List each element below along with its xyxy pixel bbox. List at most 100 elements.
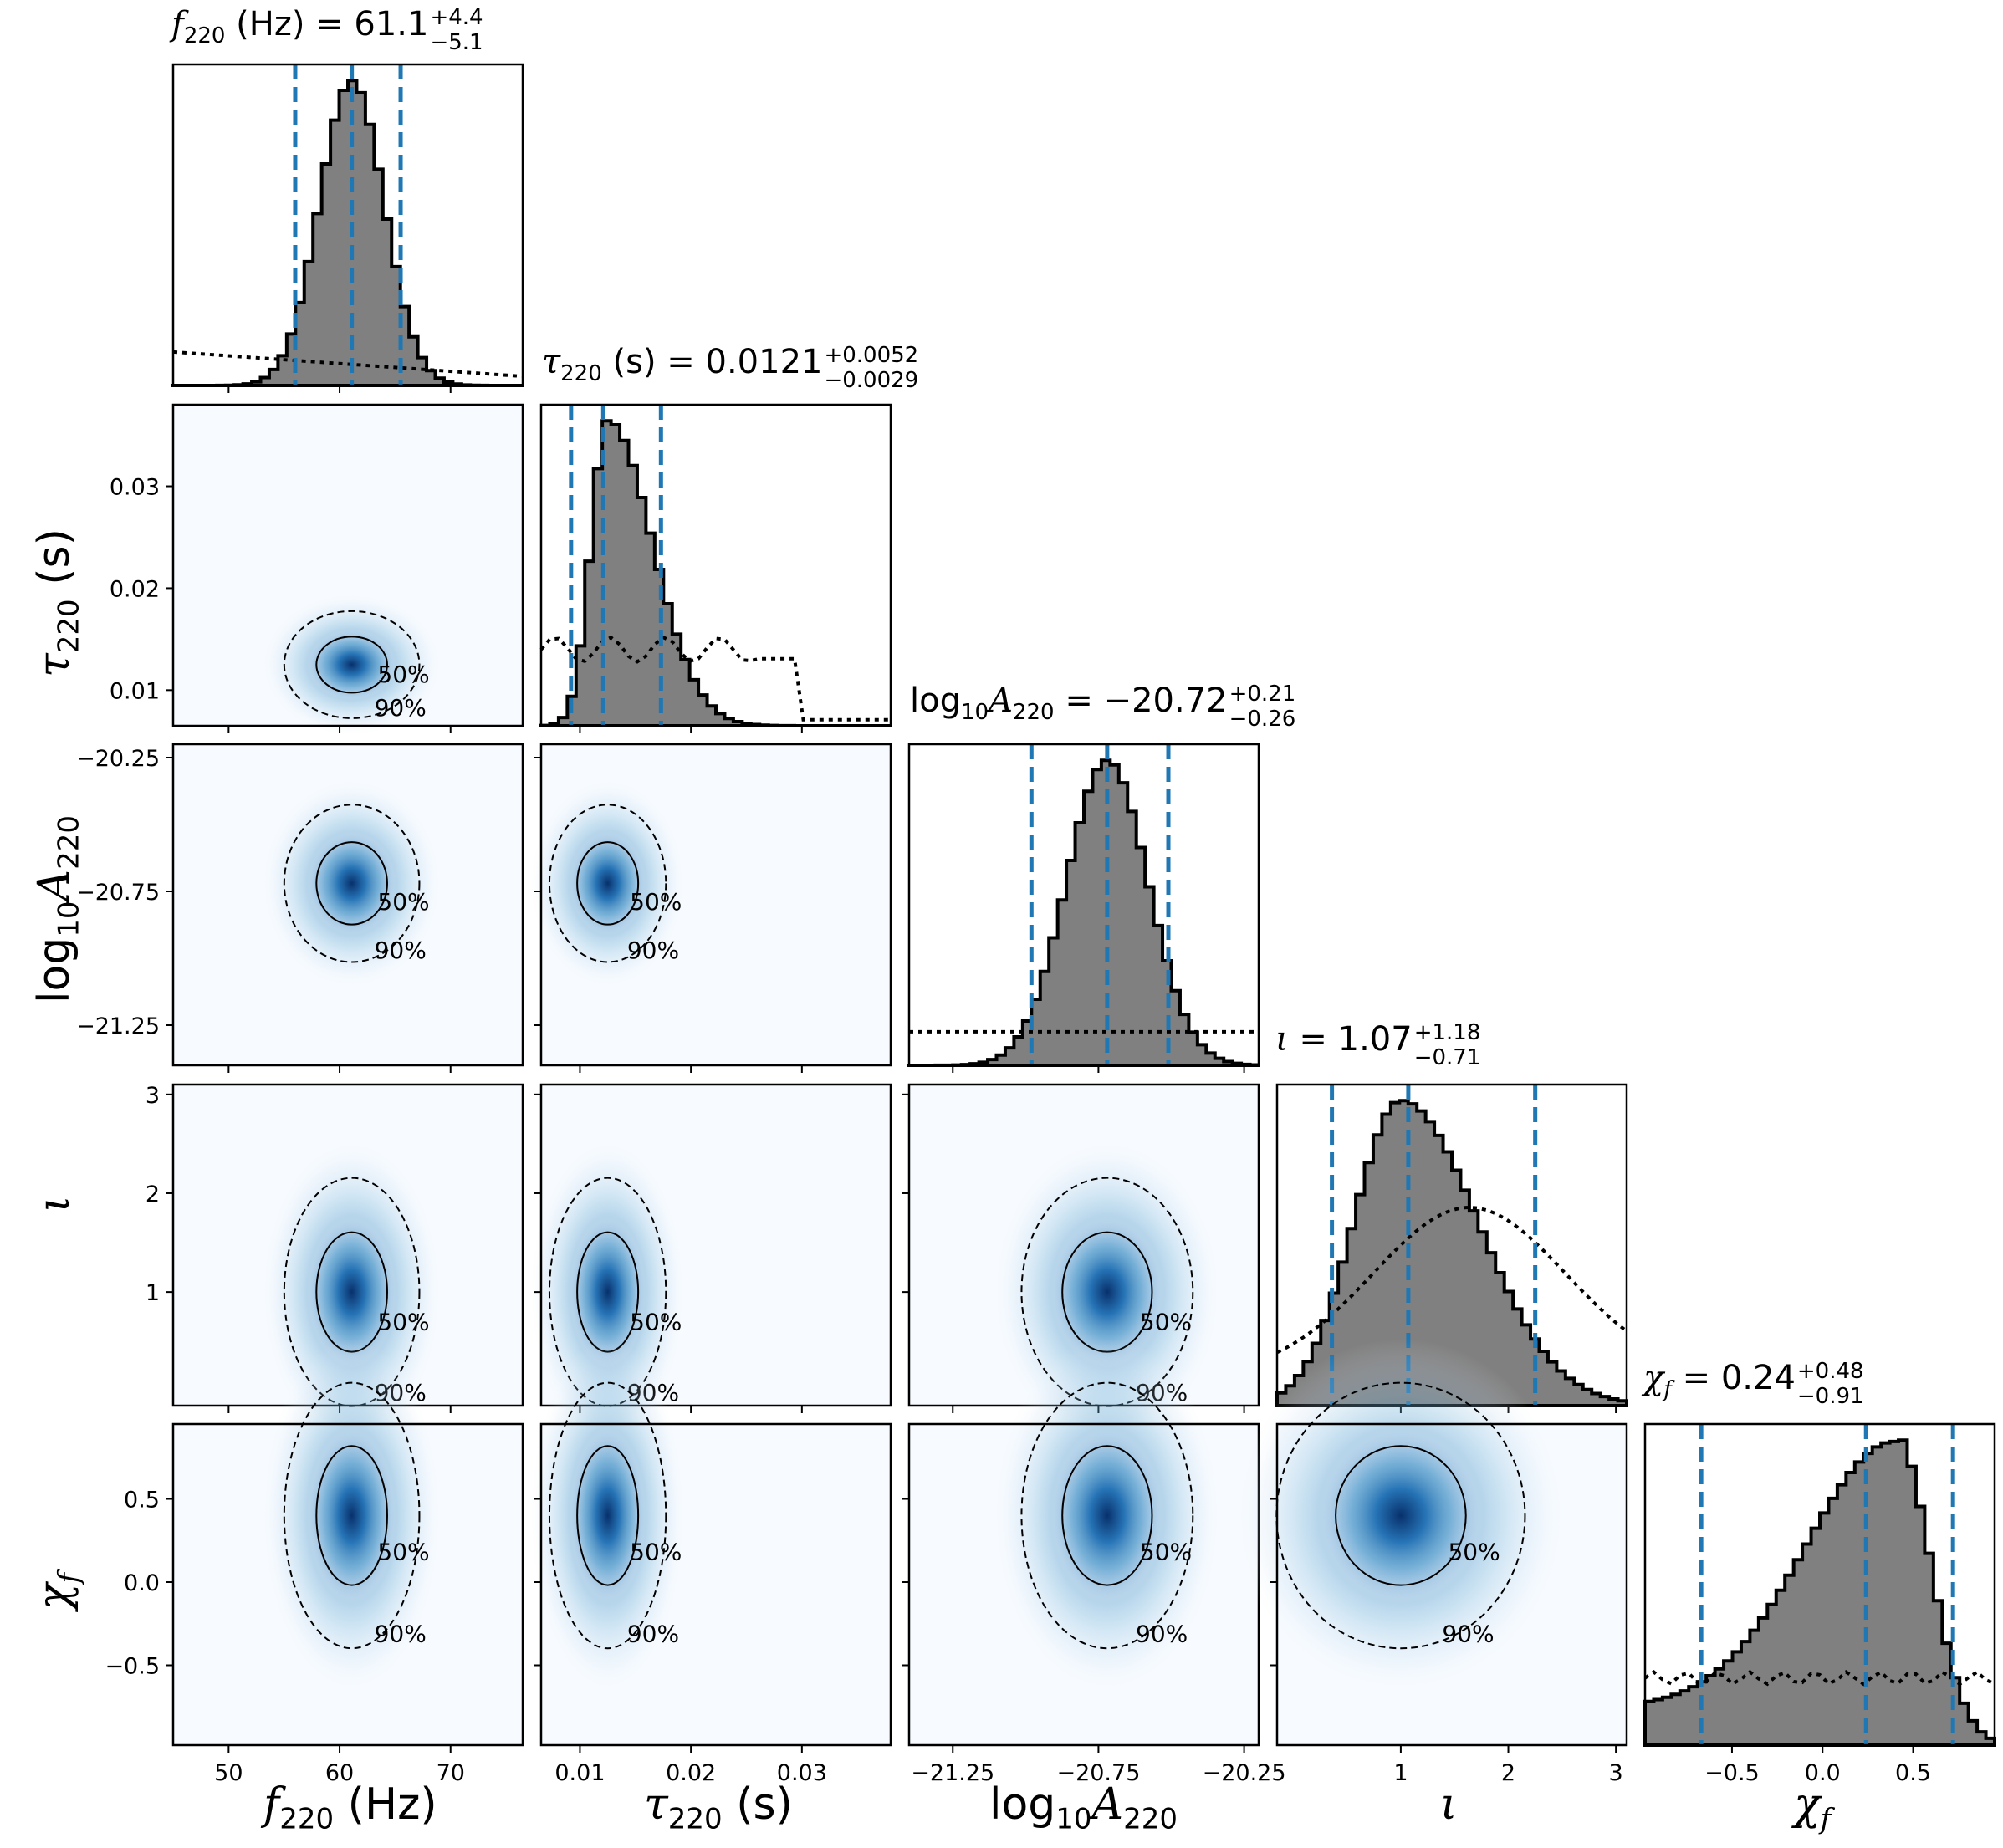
- panel-frame: [171, 63, 524, 387]
- density-core: [306, 830, 397, 937]
- x-tick-label: 70: [437, 1760, 465, 1786]
- x-tick-label: 3: [1609, 1760, 1623, 1786]
- x-tick-label: 50: [214, 1760, 243, 1786]
- y-tick-label: 3: [146, 1083, 160, 1109]
- contour-label-90: 90%: [375, 694, 427, 722]
- contour-label-90: 90%: [627, 937, 679, 964]
- x-tick-label: 60: [325, 1760, 354, 1786]
- contour-50: [315, 1445, 388, 1586]
- contour-label-50: 50%: [630, 1309, 682, 1336]
- contour-label-50: 50%: [377, 888, 429, 916]
- density-core: [1050, 1216, 1165, 1369]
- contour-label-50: 50%: [377, 1309, 429, 1336]
- x-tick-label: 0.01: [554, 1760, 605, 1786]
- y-tick-label: 0.02: [110, 576, 160, 602]
- x-tick-label: 2: [1501, 1760, 1515, 1786]
- title-f220: f220 (Hz) = 61.1 +4.4 −5.1: [171, 4, 483, 55]
- y-tick-label: −21.25: [76, 1013, 160, 1039]
- xlabel-f220: f220 (Hz): [263, 1779, 437, 1836]
- prior-line: [539, 636, 891, 722]
- xlabel-chif: χf: [1794, 1779, 1832, 1836]
- y-tick-label: 0.01: [110, 678, 160, 704]
- x-tick-label: −21.25: [911, 1760, 994, 1786]
- panel-frame: [907, 743, 1260, 1067]
- contour-label-90: 90%: [1136, 1621, 1188, 1648]
- prior-line: [1643, 1669, 1995, 1687]
- density-core: [569, 1216, 647, 1369]
- density-core: [569, 1427, 647, 1605]
- x-tick-label: 1: [1393, 1760, 1408, 1786]
- density-core: [1050, 1427, 1165, 1605]
- panel-frame: [539, 743, 892, 1067]
- x-tick-label: −20.25: [1203, 1760, 1286, 1786]
- title-tau220: τ220 (s) = 0.0121 +0.0052 −0.0029: [542, 342, 919, 393]
- contour-50: [315, 841, 388, 926]
- histogram-bars: [909, 758, 1260, 1067]
- contour-label-90: 90%: [375, 937, 427, 964]
- density-core: [306, 629, 397, 701]
- panel-logA220-logA220: [907, 743, 1260, 1073]
- panel-chif-iota: 50% 90% 1 2 3: [1234, 1338, 1628, 1786]
- contour-90: [283, 804, 421, 963]
- ylabel-tau220: τ220 (s): [29, 528, 86, 677]
- density-core: [1317, 1427, 1484, 1605]
- panel-tau220-f220: 50% 90% 0.01 0.02 0.03: [110, 403, 524, 737]
- panel-logA220-f220: 50% 90% −21.25 −20.75 −20.25: [76, 743, 524, 1073]
- histogram-bars: [1275, 1099, 1628, 1407]
- title-chif: χf = 0.24 +0.48 −0.91: [1643, 1358, 1864, 1409]
- contour-label-90: 90%: [627, 1621, 679, 1648]
- density-core: [306, 1216, 397, 1369]
- panel-tau220-tau220: [539, 403, 892, 733]
- y-tick-label: 0.5: [124, 1488, 160, 1514]
- panel-chif-f220: 50% 90% 50 60 70 −0.5 0.0 0.5: [105, 1338, 524, 1786]
- title-logA220: log10A220 = −20.72 +0.21 −0.26: [910, 681, 1296, 732]
- prior-line: [1276, 1205, 1628, 1355]
- contour-label-90: 90%: [375, 1621, 427, 1648]
- contour-50: [1335, 1445, 1467, 1586]
- x-tick-label: 0.03: [777, 1760, 827, 1786]
- y-tick-label: −20.25: [76, 746, 160, 772]
- xlabel-tau220: τ220 (s): [644, 1779, 793, 1836]
- contour-label-50: 50%: [630, 1538, 682, 1565]
- prior-line: [172, 350, 524, 379]
- contour-50: [1061, 1445, 1153, 1586]
- y-tick-label: −0.5: [105, 1653, 160, 1679]
- contour-90: [548, 1381, 667, 1650]
- x-tick-label: −0.5: [1704, 1760, 1760, 1786]
- panel-frame: [1643, 1422, 1996, 1747]
- density-core: [569, 830, 647, 937]
- y-tick-label: 1: [146, 1280, 160, 1306]
- y-tick-label: 0.03: [110, 475, 160, 501]
- y-tick-label: −20.75: [76, 880, 160, 906]
- contour-90: [283, 610, 421, 719]
- xlabel-iota: ι: [1440, 1779, 1458, 1830]
- panel-frame: [1275, 1422, 1628, 1747]
- contour-90: [283, 1381, 421, 1650]
- panel-frame: [539, 1083, 892, 1407]
- contour-label-50: 50%: [1448, 1538, 1500, 1565]
- panel-frame: [171, 1422, 524, 1747]
- contour-label-50: 50%: [377, 1538, 429, 1565]
- contour-label-90: 90%: [1442, 1621, 1494, 1648]
- x-tick-label: 0.02: [666, 1760, 716, 1786]
- ylabel-iota: ι: [29, 1195, 79, 1212]
- histogram-bars: [1643, 1438, 1996, 1747]
- y-tick-label: 0.0: [124, 1570, 160, 1596]
- x-tick-label: 0.0: [1805, 1760, 1841, 1786]
- ylabel-chif: χf: [29, 1572, 86, 1610]
- contour-label-50: 50%: [1140, 1538, 1192, 1565]
- x-tick-label: −20.75: [1056, 1760, 1140, 1786]
- contour-50: [576, 841, 640, 926]
- contour-label-50: 50%: [630, 888, 682, 916]
- contour-90: [548, 1177, 667, 1407]
- contour-50: [315, 636, 388, 694]
- panel-chif-tau220: 50% 90% 0.01 0.02 0.03: [529, 1338, 892, 1786]
- panel-f220-f220: [171, 63, 524, 393]
- title-iota: ι = 1.07 +1.18 −0.71: [1275, 1019, 1481, 1070]
- panel-chif-chif: −0.5 0.0 0.5: [1643, 1422, 1996, 1786]
- panel-frame: [171, 743, 524, 1067]
- contour-90: [1020, 1381, 1194, 1650]
- y-tick-label: 2: [146, 1182, 160, 1207]
- panel-frame: [539, 403, 892, 727]
